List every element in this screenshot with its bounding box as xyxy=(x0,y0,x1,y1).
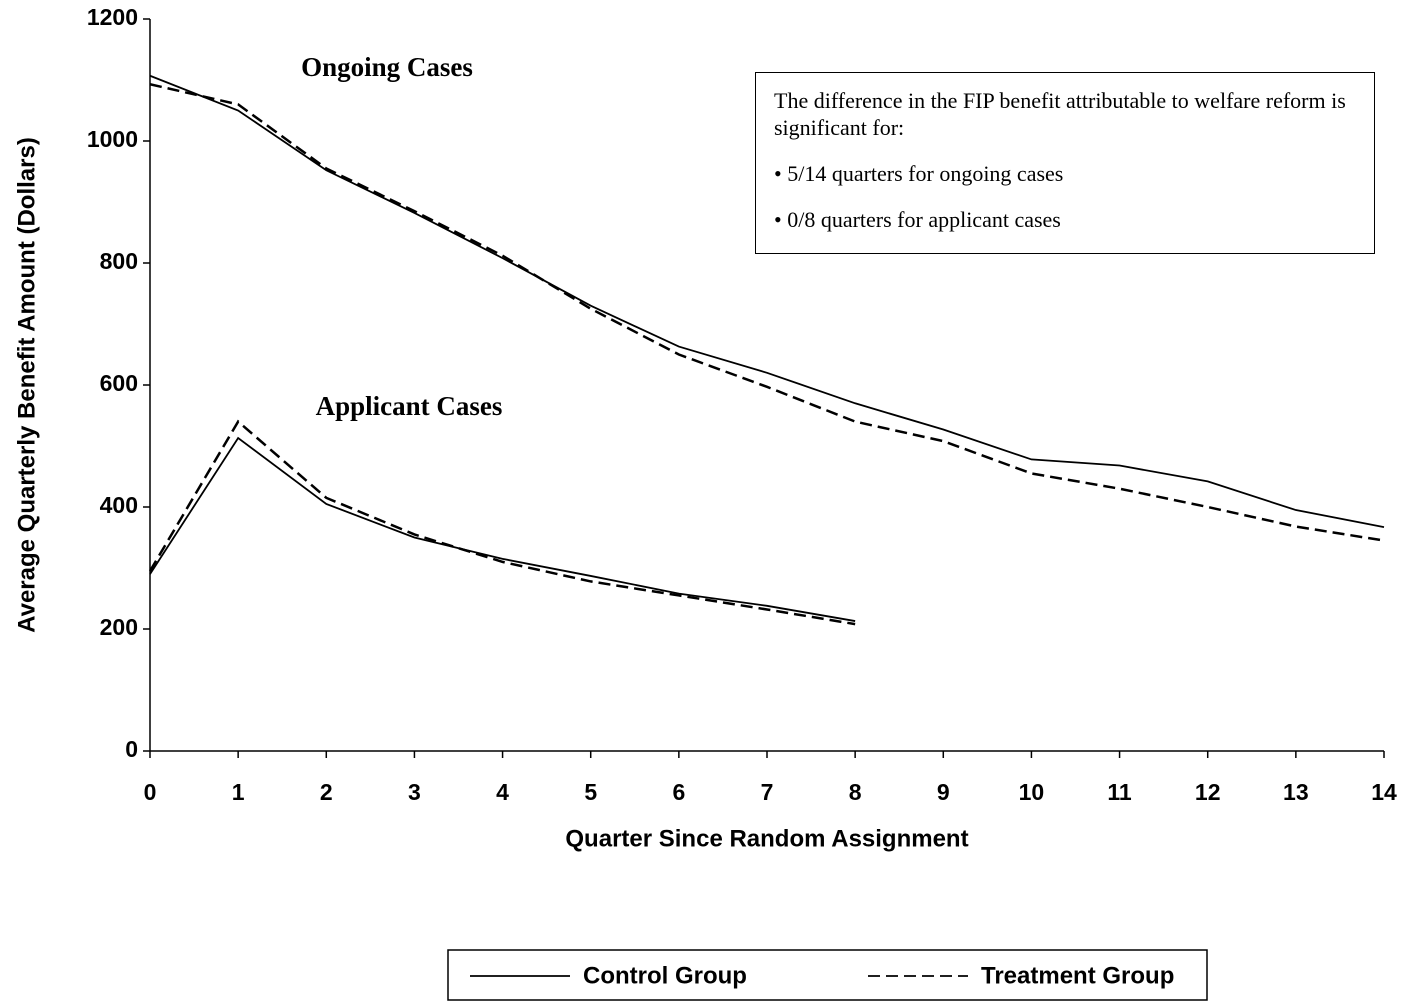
x-tick-label: 9 xyxy=(937,779,950,805)
data-line xyxy=(149,436,856,622)
x-tick-label: 5 xyxy=(584,779,597,805)
data-line xyxy=(148,419,856,626)
y-tick-label: 0 xyxy=(125,736,138,762)
y-axis-title: Average Quarterly Benefit Amount (Dollar… xyxy=(13,137,40,633)
y-tick-label: 1000 xyxy=(87,126,138,152)
x-tick-label: 0 xyxy=(144,779,157,805)
y-tick-label: 800 xyxy=(100,248,138,274)
legend-label: Control Group xyxy=(583,962,747,989)
x-tick-label: 3 xyxy=(408,779,421,805)
y-tick-label: 400 xyxy=(100,492,138,518)
legend-label: Treatment Group xyxy=(981,962,1174,989)
group-label: Applicant Cases xyxy=(316,391,503,421)
x-tick-label: 11 xyxy=(1107,779,1132,805)
legend-box xyxy=(447,949,1208,1001)
data-line xyxy=(149,83,1385,542)
note-bullet: • 5/14 quarters for ongoing cases xyxy=(774,161,1064,186)
x-axis-title: Quarter Since Random Assignment xyxy=(565,825,968,852)
y-tick-label: 1200 xyxy=(87,4,138,30)
note-text: The difference in the FIP benefit attrib… xyxy=(774,88,1346,140)
x-tick-label: 4 xyxy=(496,779,509,805)
x-tick-label: 12 xyxy=(1195,779,1221,805)
x-tick-label: 14 xyxy=(1371,779,1397,805)
y-tick-label: 600 xyxy=(100,370,138,396)
x-tick-label: 1 xyxy=(232,779,245,805)
note-box: The difference in the FIP benefit attrib… xyxy=(755,72,1375,254)
data-line xyxy=(149,74,1385,529)
x-tick-label: 2 xyxy=(320,779,333,805)
x-tick-label: 13 xyxy=(1283,779,1309,805)
x-tick-label: 10 xyxy=(1019,779,1045,805)
y-tick-label: 200 xyxy=(100,614,138,640)
group-label: Ongoing Cases xyxy=(301,52,473,82)
x-tick-label: 7 xyxy=(761,779,774,805)
note-bullet: • 0/8 quarters for applicant cases xyxy=(774,207,1061,232)
x-tick-label: 6 xyxy=(672,779,685,805)
x-tick-label: 8 xyxy=(849,779,862,805)
